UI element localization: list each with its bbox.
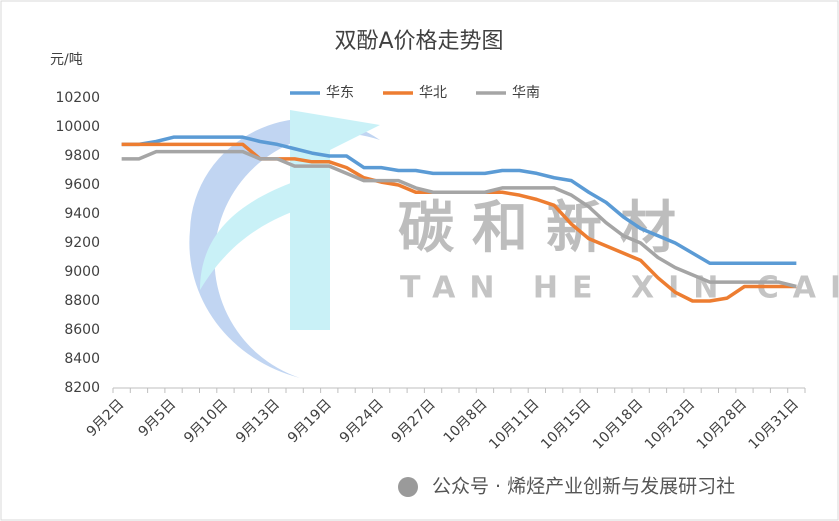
y-tick-label: 9200 [64, 235, 100, 251]
y-tick-label: 9000 [64, 264, 100, 280]
legend-label: 华南 [512, 85, 540, 101]
y-tick-label: 8200 [64, 380, 100, 396]
y-tick-label: 10000 [55, 119, 100, 135]
y-axis-label: 元/吨 [50, 52, 83, 68]
wechat-icon [398, 477, 418, 497]
line [121, 149, 797, 289]
y-tick-label: 9800 [64, 148, 100, 164]
y-tick-label: 10200 [55, 90, 100, 106]
y-tick-label: 8400 [64, 351, 100, 367]
y-tick-label: 9600 [64, 177, 100, 193]
footer: 公众号 · 烯烃产业创新与发展研习社 [432, 476, 735, 498]
watermark-chinese: 碳和新材 [398, 196, 694, 261]
chart-title: 双酚A价格走势图 [334, 29, 503, 54]
line [121, 135, 797, 266]
y-tick-label: 8800 [64, 293, 100, 309]
legend-label: 华北 [419, 85, 447, 101]
y-tick-label: 8600 [64, 322, 100, 338]
legend-label: 华东 [326, 85, 354, 101]
y-tick-label: 9400 [64, 206, 100, 222]
